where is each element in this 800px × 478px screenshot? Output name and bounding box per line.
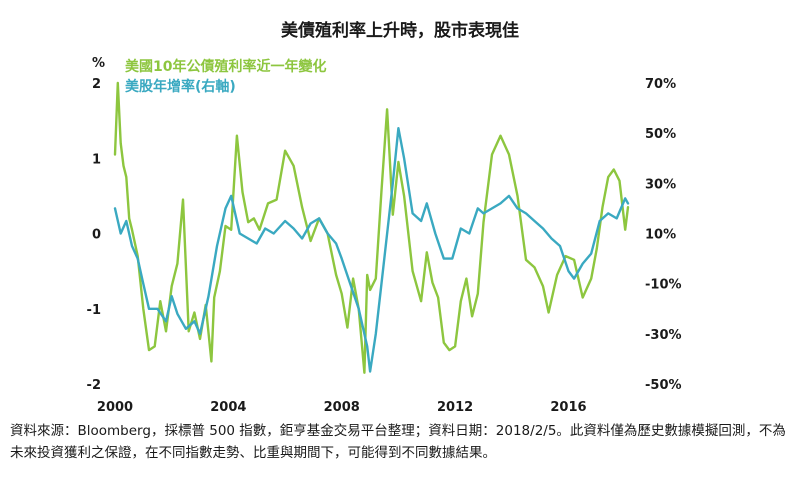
x-tick-label: 2012: [437, 400, 473, 415]
left-tick-label: 1: [92, 152, 101, 167]
right-tick-label: 50%: [645, 127, 676, 142]
series-lines: [113, 81, 630, 374]
series-line-2: [113, 126, 630, 373]
right-tick-label: -30%: [645, 328, 682, 343]
right-tick-label: -10%: [645, 278, 682, 293]
line-chart: % 210-1-2 70%50%30%10%-10%-30%-50% 2000 2…: [87, 56, 682, 415]
source-note: 資料來源：Bloomberg，採標普 500 指數，鉅亨基金交易平台整理；資料日…: [10, 423, 786, 461]
legend-entry-1: 美國10年公債殖利率近一年變化: [125, 58, 326, 75]
right-tick-label: -50%: [645, 378, 682, 393]
left-tick-label: -2: [87, 378, 101, 393]
right-tick-label: 70%: [645, 77, 676, 92]
legend-entry-2: 美股年增率(右軸): [125, 78, 236, 95]
left-tick-label: 0: [92, 228, 101, 243]
chart-title: 美債殖利率上升時，股市表現佳: [281, 21, 519, 41]
series-line-1: [113, 81, 630, 374]
right-tick-label: 30%: [645, 177, 676, 192]
left-tick-label: 2: [92, 77, 101, 92]
right-axis-ticks: 70% 50% 30% 10% -10% -30% -50%: [645, 77, 682, 393]
left-tick-label: -1: [87, 303, 101, 318]
x-tick-label: 2000: [97, 400, 133, 415]
left-axis-unit: %: [92, 56, 105, 71]
x-tick-label: 2008: [324, 400, 360, 415]
right-tick-label: 10%: [645, 228, 676, 243]
x-tick-label: 2004: [210, 400, 246, 415]
left-axis-ticks: 2 1 0 -1 -2: [87, 77, 101, 393]
x-tick-label: 2016: [550, 400, 586, 415]
x-axis-ticks: 2000 2004 2008 2012 2016: [97, 400, 587, 415]
